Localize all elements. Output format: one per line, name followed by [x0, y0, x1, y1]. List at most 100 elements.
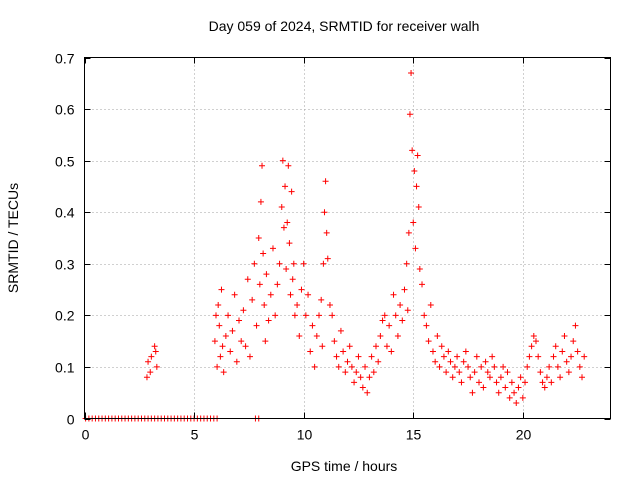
data-point	[257, 198, 264, 205]
y-tick-label: 0.1	[55, 360, 75, 376]
data-point	[278, 204, 285, 211]
data-point	[460, 358, 467, 365]
data-point	[432, 358, 439, 365]
data-point	[218, 286, 225, 293]
data-point	[532, 338, 539, 345]
data-point	[449, 374, 456, 381]
data-point	[323, 229, 330, 236]
x-tick-label: 0	[82, 427, 90, 443]
data-point	[473, 353, 480, 360]
data-point	[215, 302, 222, 309]
data-point	[362, 363, 369, 370]
data-point	[329, 312, 336, 319]
data-point	[259, 162, 266, 169]
data-point	[288, 188, 295, 195]
data-point	[261, 302, 268, 309]
data-point	[486, 374, 493, 381]
data-point	[408, 69, 415, 76]
data-point	[377, 332, 384, 339]
data-point	[236, 317, 243, 324]
data-point	[451, 363, 458, 370]
data-point	[331, 338, 338, 345]
data-point	[251, 260, 258, 267]
data-point	[530, 332, 537, 339]
data-point	[508, 379, 515, 386]
data-point	[410, 219, 417, 226]
data-point	[576, 363, 583, 370]
data-point	[440, 353, 447, 360]
data-point	[478, 363, 485, 370]
data-point	[392, 312, 399, 319]
axis-ticks: 0 0.1 0.2 0.3 0.4 0.5 0.6 0.7 0 5 10 15 20	[55, 51, 611, 443]
data-point	[255, 235, 262, 241]
data-point	[469, 389, 476, 396]
data-point	[465, 363, 472, 370]
x-axis-label: GPS time / hours	[291, 458, 398, 474]
data-point	[415, 204, 422, 211]
data-point	[399, 317, 406, 324]
data-point	[403, 260, 410, 267]
data-point	[368, 353, 375, 360]
data-point	[291, 312, 298, 319]
data-point	[289, 276, 296, 283]
data-point	[471, 369, 478, 376]
data-point	[412, 245, 419, 252]
data-point	[319, 343, 326, 350]
data-point	[316, 312, 323, 319]
y-tick-label: 0	[67, 412, 75, 428]
data-point	[429, 348, 436, 355]
data-point	[216, 322, 223, 329]
data-point	[552, 343, 559, 350]
data-point	[359, 384, 366, 391]
plot-frame	[84, 57, 611, 419]
data-point	[269, 245, 276, 252]
data-point	[541, 384, 548, 391]
data-point	[333, 353, 340, 360]
data-point	[346, 343, 353, 350]
data-point	[572, 322, 579, 329]
data-point	[213, 312, 219, 319]
data-point	[434, 332, 441, 339]
data-point	[528, 343, 535, 350]
data-point	[513, 400, 520, 407]
data-point	[152, 348, 159, 355]
data-point	[294, 302, 301, 309]
chart-title: Day 059 of 2024, SRMTID for receiver wal…	[209, 18, 480, 34]
data-point	[416, 265, 423, 272]
data-point	[409, 147, 416, 154]
data-point	[522, 379, 529, 386]
data-point	[285, 162, 292, 169]
data-point	[222, 332, 229, 339]
data-point	[570, 338, 577, 345]
data-point	[244, 276, 251, 283]
data-point	[458, 379, 465, 386]
data-point	[256, 281, 263, 288]
data-point	[366, 374, 373, 381]
data-point	[539, 379, 546, 386]
data-point	[579, 374, 586, 381]
y-tick-label: 0.4	[55, 205, 75, 221]
data-point	[262, 338, 269, 345]
data-point	[476, 379, 482, 386]
data-point	[240, 307, 247, 314]
data-point	[535, 353, 542, 360]
data-point	[311, 363, 318, 370]
data-point	[335, 363, 342, 370]
y-tick-label: 0.5	[55, 154, 75, 170]
data-point	[394, 332, 401, 339]
data-point	[290, 260, 297, 267]
data-point	[381, 312, 388, 319]
data-point	[145, 358, 152, 365]
data-point	[353, 369, 360, 376]
data-point	[298, 286, 305, 293]
data-point	[263, 271, 270, 278]
data-point	[383, 343, 390, 350]
data-point	[386, 322, 393, 329]
data-point	[519, 394, 526, 401]
data-point	[307, 348, 314, 355]
data-point	[436, 363, 443, 370]
data-point	[280, 224, 287, 231]
y-tick-label: 0.6	[55, 102, 75, 118]
data-point	[286, 240, 293, 247]
